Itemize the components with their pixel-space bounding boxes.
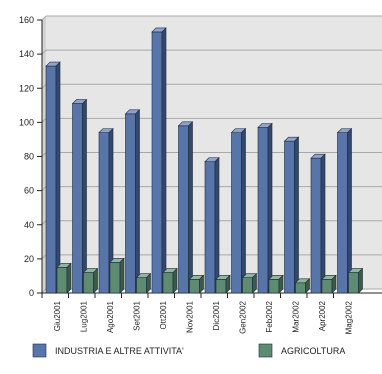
- bar-agricoltura: [215, 279, 227, 294]
- bar-agricoltura-side: [331, 274, 337, 294]
- gridline-diagonal: [41, 152, 47, 157]
- bar-agricoltura: [189, 279, 200, 294]
- gridline-diagonal: [41, 220, 47, 226]
- y-tick-label: 0: [29, 288, 34, 298]
- x-category-label: Giu2001: [53, 300, 62, 331]
- legend-swatch-agricoltura: [258, 343, 273, 358]
- bar-industria: [337, 132, 348, 294]
- bar-agricoltura-side: [252, 272, 257, 294]
- bar-agricoltura: [109, 261, 121, 294]
- x-category-label: Nov2001: [186, 300, 195, 333]
- x-category-label: Feb2002: [265, 300, 274, 332]
- bar-industria: [310, 157, 322, 294]
- bar-industria-side: [320, 153, 326, 294]
- y-tick-label: 160: [19, 15, 34, 25]
- gridline-diagonal: [41, 118, 47, 123]
- bar-agricoltura-side: [358, 267, 363, 294]
- gridline-diagonal: [41, 254, 47, 260]
- bar-agricoltura-side: [119, 257, 125, 294]
- bar-agricoltura-side: [66, 262, 72, 294]
- bar-industria: [125, 113, 136, 294]
- bar-industria-side: [55, 61, 61, 294]
- bar-agricoltura-side: [278, 274, 284, 294]
- bar-agricoltura-side: [305, 278, 310, 294]
- y-tick-label: 80: [24, 152, 34, 162]
- y-tick-label: 100: [19, 117, 34, 127]
- bar-agricoltura: [295, 282, 306, 294]
- bar-industria-side: [135, 109, 140, 294]
- y-tick-label: 20: [24, 254, 34, 264]
- bar-industria-side: [267, 122, 273, 294]
- bar-industria: [98, 132, 110, 294]
- x-category-label: Gen2002: [239, 300, 248, 333]
- x-category-label: Set2001: [133, 300, 142, 330]
- gridline-diagonal: [41, 15, 47, 21]
- bar-agricoltura-side: [225, 274, 231, 294]
- bar-industria: [178, 125, 189, 294]
- bar-agricoltura: [321, 279, 333, 294]
- bar-industria-side: [161, 27, 167, 294]
- bar-agricoltura: [162, 272, 174, 294]
- bar-industria: [72, 103, 83, 294]
- bar-industria-side: [214, 156, 220, 294]
- bar-industria-side: [294, 136, 299, 294]
- bar-industria-side: [241, 127, 246, 294]
- x-category-label: Ott2001: [159, 300, 168, 329]
- bar-industria: [231, 132, 242, 294]
- x-category-label: Dic2001: [212, 300, 221, 330]
- x-category-label: Apr2002: [318, 300, 327, 331]
- x-category-label: Ago2001: [106, 300, 115, 333]
- legend-swatch-industria: [32, 343, 47, 358]
- gridline-diagonal: [41, 83, 47, 89]
- bar-agricoltura: [136, 277, 147, 294]
- y-tick-label: 140: [19, 49, 34, 59]
- bar-agricoltura: [56, 267, 68, 294]
- bar-industria: [45, 65, 57, 294]
- x-category-label: Lug2001: [80, 300, 89, 332]
- bar-agricoltura: [348, 272, 359, 294]
- bar-agricoltura-side: [172, 267, 178, 294]
- bar-industria: [204, 161, 216, 294]
- bar-agricoltura-side: [146, 272, 151, 294]
- gridline-diagonal: [41, 49, 47, 55]
- y-tick-label: 120: [19, 83, 34, 93]
- x-category-label: Mag2002: [345, 300, 354, 334]
- bar-industria: [257, 127, 269, 294]
- gridline-diagonal: [41, 186, 47, 191]
- legend-label-agricoltura: AGRICOLTURA: [281, 346, 345, 356]
- gridline-diagonal: [41, 288, 47, 294]
- x-category-label: Mar2002: [292, 300, 301, 332]
- bar-industria: [151, 31, 163, 294]
- bar-agricoltura-side: [93, 267, 98, 294]
- bar-agricoltura: [242, 277, 253, 294]
- legend-label-industria: INDUSTRIA E ALTRE ATTIVITA': [55, 346, 184, 356]
- bar-industria-side: [188, 121, 193, 294]
- bar-industria-side: [82, 98, 87, 294]
- y-tick-label: 40: [24, 220, 34, 230]
- bar-agricoltura-side: [199, 274, 204, 294]
- bar-agricoltura: [83, 272, 94, 294]
- bar-agricoltura: [268, 279, 280, 294]
- y-tick-label: 60: [24, 186, 34, 196]
- bar-industria-side: [347, 127, 352, 294]
- bar-industria: [284, 140, 295, 294]
